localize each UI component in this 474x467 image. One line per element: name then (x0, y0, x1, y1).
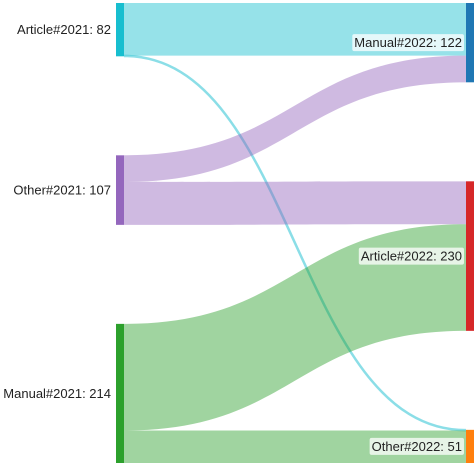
link-a21-to-o22 (123, 54, 467, 432)
node-label-bg (369, 437, 464, 455)
node-label-article-2022: Article#2022: 230 (361, 249, 462, 264)
node-label-manual-2021: Manual#2021: 214 (3, 386, 111, 401)
node-manual-2022[interactable] (466, 3, 474, 83)
node-label-other-2021: Other#2021: 107 (13, 183, 111, 198)
node-label-bg (352, 34, 464, 52)
link-o21-to-m22 (124, 55, 466, 182)
nodes-layer (116, 3, 474, 463)
node-manual-2021[interactable] (116, 323, 124, 463)
node-other-2021[interactable] (116, 155, 124, 225)
node-label-other-2022: Other#2022: 51 (372, 439, 462, 454)
node-article-2021[interactable] (116, 3, 124, 57)
link-o21-to-a22 (124, 181, 466, 225)
node-other-2022[interactable] (466, 429, 474, 463)
node-label-article-2021: Article#2021: 82 (17, 22, 111, 37)
links-layer (123, 3, 467, 463)
labels-layer: Article#2021: 82 Other#2021: 107 Manual#20… (3, 22, 464, 455)
link-m21-to-a22 (124, 224, 466, 431)
node-label-manual-2022: Manual#2022: 122 (354, 35, 462, 50)
node-article-2022[interactable] (466, 181, 474, 331)
node-label-bg (358, 247, 464, 265)
